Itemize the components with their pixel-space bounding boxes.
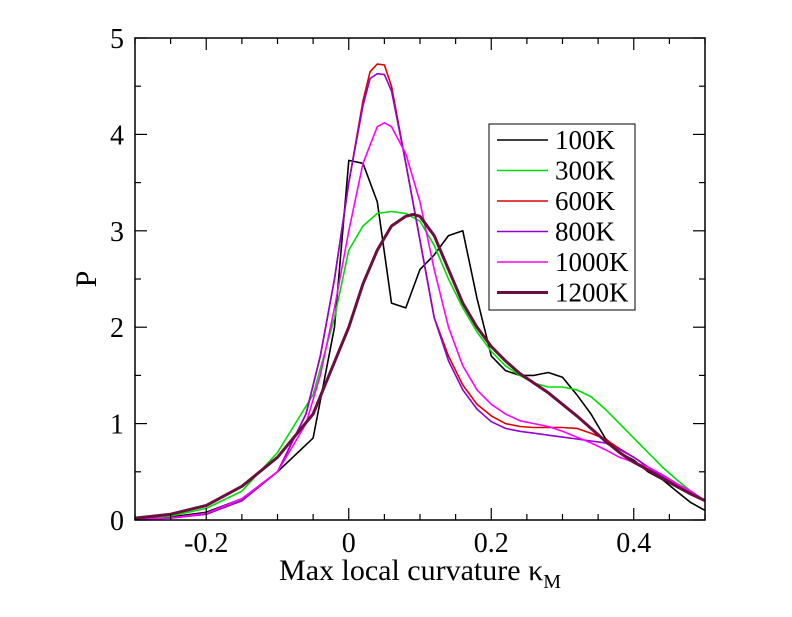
- x-tick-label: 0.2: [474, 528, 509, 559]
- legend-label-600K: 600K: [555, 186, 616, 216]
- legend-box: [488, 123, 636, 311]
- series-line-800K: [135, 72, 705, 520]
- y-tick-label: 5: [110, 24, 124, 55]
- y-tick-label: 0: [110, 506, 124, 537]
- x-tick-label: 0: [342, 528, 356, 559]
- y-tick-label: 3: [110, 217, 124, 248]
- legend-label-300K: 300K: [555, 156, 616, 186]
- axes-layer: -0.2 0 0.2 0.4 0 1 2 3 4 5: [110, 24, 706, 559]
- series-line-1000K: [135, 122, 705, 520]
- series-line-300K: [135, 210, 705, 520]
- series-layer: [135, 63, 705, 520]
- legend-label-800K: 800K: [555, 217, 616, 247]
- x-axis-label-subscript: M: [543, 571, 561, 593]
- legend-label-1200K: 1200K: [555, 278, 629, 308]
- y-axis-label: P: [70, 271, 103, 288]
- y-tick-label: 2: [110, 313, 124, 344]
- series-line-1200K: [135, 212, 705, 520]
- legend-label-100K: 100K: [555, 125, 616, 155]
- legend-label-1000K: 1000K: [555, 247, 629, 277]
- x-axis-label: Max local curvature κM: [279, 554, 561, 593]
- x-tick-label: -0.2: [184, 528, 228, 559]
- x-tick-label: 0.4: [616, 528, 651, 559]
- y-tick-label: 1: [110, 410, 124, 441]
- x-axis-label-main: Max local curvature κ: [279, 554, 543, 587]
- y-tick-label: 4: [110, 120, 124, 151]
